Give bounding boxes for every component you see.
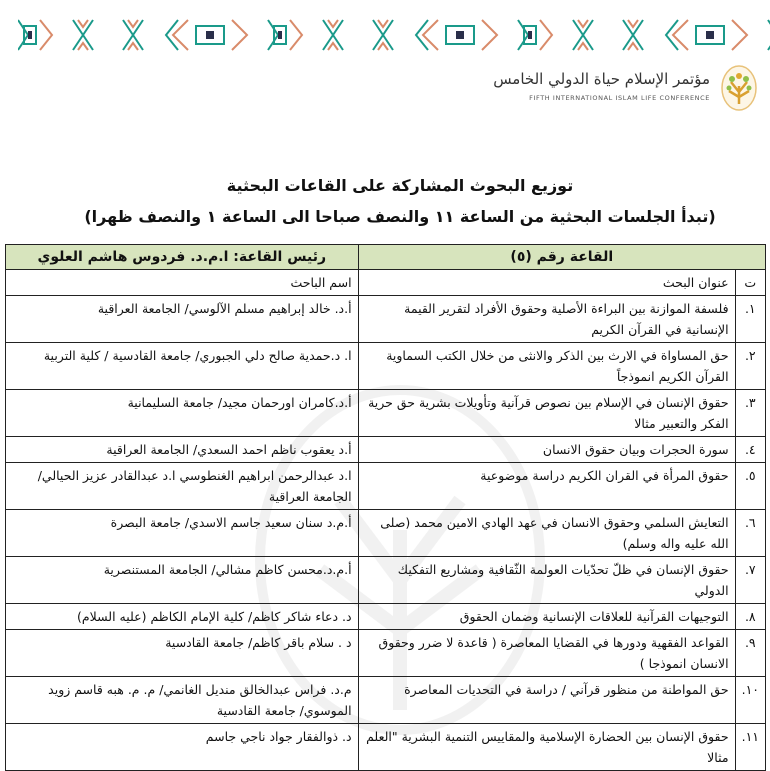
row-number: ١. [734,295,767,343]
row-number: ٨. [734,603,767,630]
row-number: ٣. [734,389,767,437]
row-number: ٦. [734,509,767,557]
research-title: القواعد الفقهية ودورها في القضايا المعاص… [357,629,736,677]
table-row: ٣. حقوق الإنسان في الإسلام بين نصوص قرآني… [5,389,767,437]
row-number: ٩. [734,629,767,677]
col-num-header: ت [734,269,767,296]
table-row: ٩. القواعد الفقهية ودورها في القضايا المع… [5,629,767,677]
research-table: القاعة رقم (٥) رئيس القاعة: ا.م.د. فردوس… [5,244,767,771]
table-row: ٢. حق المساواة في الارث بين الذكر والانثى… [5,342,767,390]
row-number: ٤. [734,436,767,463]
research-title: حقوق الإنسان بين الحضارة الإسلامية والمق… [357,723,736,771]
table-row: ٧. حقوق الإنسان في ظلّ تحدّيات العولمة ال… [5,556,767,604]
table-row: ٥. حقوق المرأة في القران الكريم دراسة موض… [5,462,767,510]
table-row: ١١. حقوق الإنسان بين الحضارة الإسلامية وا… [5,723,767,771]
row-number: ١١. [734,723,767,771]
researcher-name: أ.م.د.محسن كاظم مشالي/ الجامعة المستنصري… [5,556,359,604]
research-title: حقوق الإنسان في ظلّ تحدّيات العولمة الثّ… [357,556,736,604]
research-title: سورة الحجرات وبيان حقوق الانسان [357,436,736,463]
logo-english-text: FIFTH INTERNATIONAL ISLAM LIFE CONFERENC… [529,94,710,102]
researcher-name: د . سلام باقر كاظم/ جامعة القادسية [5,629,359,677]
tree-logo-icon [721,65,757,111]
researcher-name: أ.د.كامران اورحمان مجيد/ جامعة السليماني… [5,389,359,437]
row-number: ٧. [734,556,767,604]
research-title: حقوق الإنسان في الإسلام بين نصوص قرآنية … [357,389,736,437]
row-number: ٢. [734,342,767,390]
table-row: ٨. التوجيهات القرآنية للعلاقات الإنسانية … [5,603,767,630]
researcher-name: د. دعاء شاكر كاظم/ كلية الإمام الكاظم (ع… [5,603,359,630]
col-title-header: عنوان البحث [357,269,736,296]
table-row: ٤. سورة الحجرات وبيان حقوق الانسان أ.د يعق… [5,436,767,463]
research-title: حق المواطنة من منظور قرآني / دراسة في ال… [357,676,736,724]
col-name-header: اسم الباحث [5,269,359,296]
researcher-name: أ.م.د سنان سعيد جاسم الاسدي/ جامعة البصر… [5,509,359,557]
column-header-row: ت عنوان البحث اسم الباحث [5,269,767,296]
table-row: ١٠. حق المواطنة من منظور قرآني / دراسة في… [5,676,767,724]
decorative-banner [18,19,770,51]
researcher-name: ا. د.حمدية صالح دلي الجبوري/ جامعة القاد… [5,342,359,390]
research-title: فلسفة الموازنة بين البراءة الأصلية وحقوق… [357,295,736,343]
hall-number: القاعة رقم (٥) [357,244,767,270]
row-number: ١٠. [734,676,767,724]
researcher-name: أ.د. خالد إبراهيم مسلم الآلوسي/ الجامعة … [5,295,359,343]
researcher-name: أ.د يعقوب ناظم احمد السعدي/ الجامعة العر… [5,436,359,463]
row-number: ٥. [734,462,767,510]
researcher-name: م.د. فراس عبدالخالق منديل الغانمي/ م. م.… [5,676,359,724]
research-title: التوجيهات القرآنية للعلاقات الإنسانية وض… [357,603,736,630]
logo-arabic-text: مؤتمر الإسلام حياة الدولي الخامس [493,70,710,88]
document-subtitle: (تبدأ الجلسات البحثية من الساعة ١١ والنص… [84,207,716,226]
hall-header-row: القاعة رقم (٥) رئيس القاعة: ا.م.د. فردوس… [5,244,767,270]
research-title: حق المساواة في الارث بين الذكر والانثى م… [357,342,736,390]
researcher-name: د. ذوالفقار جواد ناجي جاسم [5,723,359,771]
table-row: ٦. التعايش السلمي وحقوق الانسان في عهد ال… [5,509,767,557]
table-row: ١. فلسفة الموازنة بين البراءة الأصلية وحق… [5,295,767,343]
conference-logo: مؤتمر الإسلام حياة الدولي الخامس FIFTH I… [466,62,766,116]
research-title: التعايش السلمي وحقوق الانسان في عهد الها… [357,509,736,557]
hall-chair: رئيس القاعة: ا.م.د. فردوس هاشم العلوي [5,244,359,270]
research-title: حقوق المرأة في القران الكريم دراسة موضوع… [357,462,736,510]
researcher-name: ا.د عبدالرحمن ابراهيم الغنطوسي ا.د عبدال… [5,462,359,510]
document-title: توزيع البحوث المشاركة على القاعات البحثي… [226,176,574,195]
